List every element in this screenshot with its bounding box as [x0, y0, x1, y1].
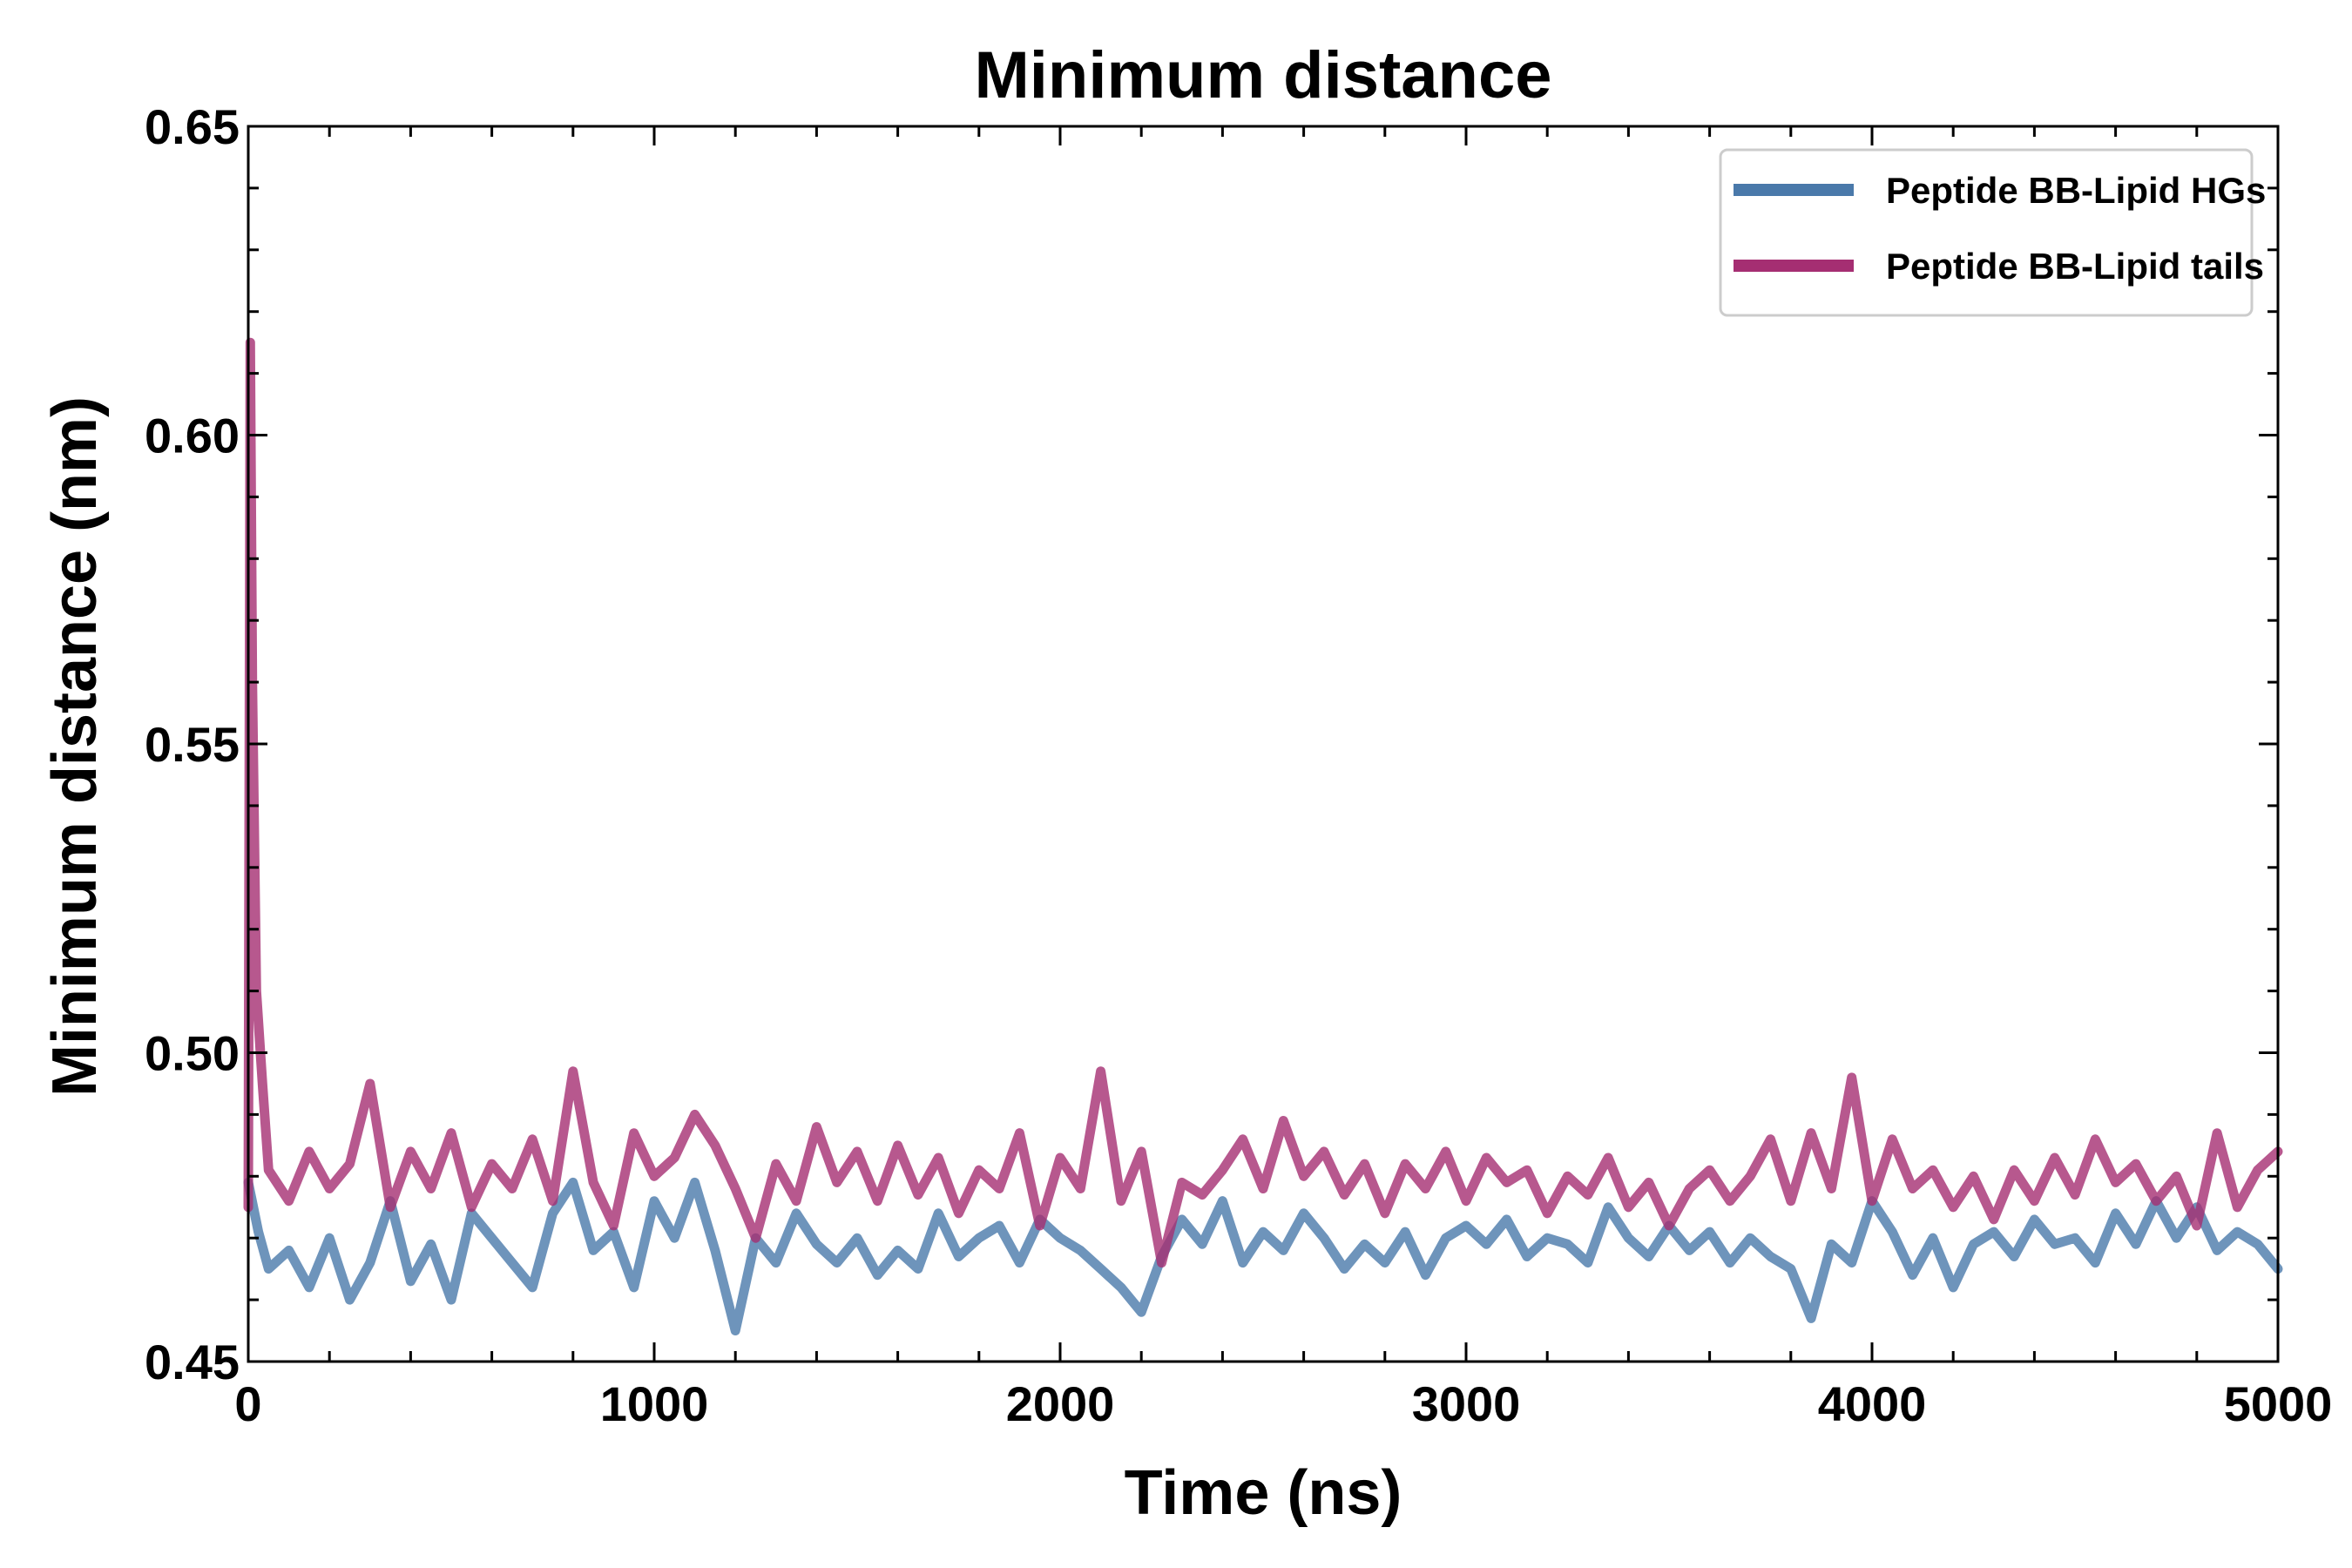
- series-layer: [243, 337, 2283, 1335]
- y-tick-label: 0.55: [145, 717, 240, 772]
- y-tick-label: 0.50: [145, 1026, 240, 1081]
- x-tick-label: 5000: [2224, 1376, 2333, 1431]
- x-tick-label: 4000: [1818, 1376, 1927, 1431]
- x-axis-label: Time (ns): [1125, 1458, 1402, 1528]
- chart-title: Minimum distance: [975, 38, 1552, 112]
- legend-label-tails: Peptide BB-Lipid tails: [1886, 246, 2264, 287]
- y-tick-label: 0.45: [145, 1335, 240, 1389]
- y-tick-label: 0.60: [145, 409, 240, 463]
- x-tick-label: 3000: [1412, 1376, 1521, 1431]
- ticks-layer: 0 1000 2000 3000 4000 5000 0.45 0.50 0.55 0.60 0.6…: [145, 99, 2332, 1431]
- legend-label-hgs: Peptide BB-Lipid HGs: [1886, 170, 2266, 211]
- x-tick-label: 0: [234, 1376, 261, 1431]
- plot-area-frame: [247, 125, 2280, 1363]
- y-tick-label: 0.65: [145, 99, 240, 154]
- x-tick-label: 1000: [600, 1376, 709, 1431]
- series-line-1: [243, 337, 2283, 1268]
- x-tick-label: 2000: [1006, 1376, 1115, 1431]
- series-line-0: [243, 1177, 2283, 1335]
- y-axis-label: Minimum distance (nm): [40, 396, 110, 1097]
- legend: Peptide BB-Lipid HGs Peptide BB-Lipid ta…: [1719, 148, 2266, 317]
